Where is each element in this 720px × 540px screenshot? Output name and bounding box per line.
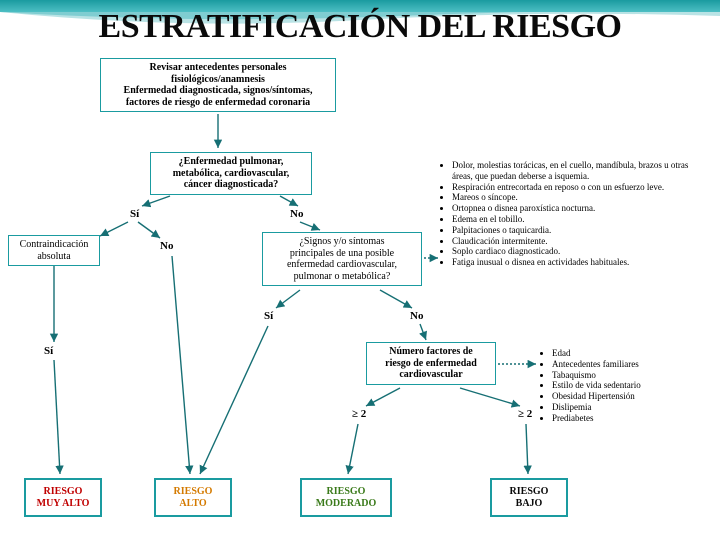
risk-factor-item: Prediabetes: [552, 413, 710, 424]
box-diagnosed-disease: ¿Enfermedad pulmonar, metabólica, cardio…: [150, 152, 312, 195]
label-no-1: No: [290, 208, 303, 220]
symptom-item: Fatiga inusual o disnea en actividades h…: [452, 257, 692, 268]
page-title: ESTRATIFICACIÓN DEL RIESGO: [0, 8, 720, 46]
label-si-2: Sí: [264, 310, 273, 322]
symptom-item: Palpitaciones o taquicardia.: [452, 225, 692, 236]
risk-low: RIESGO BAJO: [490, 478, 568, 517]
symptom-item: Claudicación intermitente.: [452, 236, 692, 247]
symptoms-list: Dolor, molestias torácicas, en el cuello…: [440, 160, 692, 268]
risk-high: RIESGO ALTO: [154, 478, 232, 517]
risk-factor-item: Obesidad Hipertensión: [552, 391, 710, 402]
risk-very-high: RIESGO MUY ALTO: [24, 478, 102, 517]
symptom-item: Ortopnea o disnea paroxística nocturna.: [452, 203, 692, 214]
box-risk-factors-count: Número factores de riesgo de enfermedad …: [366, 342, 496, 385]
box-review-history: Revisar antecedentes personales fisiológ…: [100, 58, 336, 112]
symptom-item: Mareos o síncope.: [452, 192, 692, 203]
symptom-item: Dolor, molestias torácicas, en el cuello…: [452, 160, 692, 182]
label-no-2: No: [160, 240, 173, 252]
symptom-item: Soplo cardiaco diagnosticado.: [452, 246, 692, 257]
risk-factor-item: Tabaquismo: [552, 370, 710, 381]
label-ge2-a: ≥ 2: [352, 408, 366, 420]
box-signs-symptoms: ¿Signos y/o síntomas principales de una …: [262, 232, 422, 286]
risk-factor-item: Dislipemia: [552, 402, 710, 413]
symptom-item: Respiración entrecortada en reposo o con…: [452, 182, 692, 193]
symptom-item: Edema en el tobillo.: [452, 214, 692, 225]
risk-factors-list: EdadAntecedentes familiaresTabaquismoEst…: [540, 348, 710, 424]
label-si-3: Sí: [44, 345, 53, 357]
box-absolute-contraindication: Contraindicación absoluta: [8, 235, 100, 266]
label-si-1: Sí: [130, 208, 139, 220]
risk-moderate: RIESGO MODERADO: [300, 478, 392, 517]
risk-factor-item: Estilo de vida sedentario: [552, 380, 710, 391]
label-no-3: No: [410, 310, 423, 322]
risk-factor-item: Edad: [552, 348, 710, 359]
label-ge2-b: ≥ 2: [518, 408, 532, 420]
risk-factor-item: Antecedentes familiares: [552, 359, 710, 370]
